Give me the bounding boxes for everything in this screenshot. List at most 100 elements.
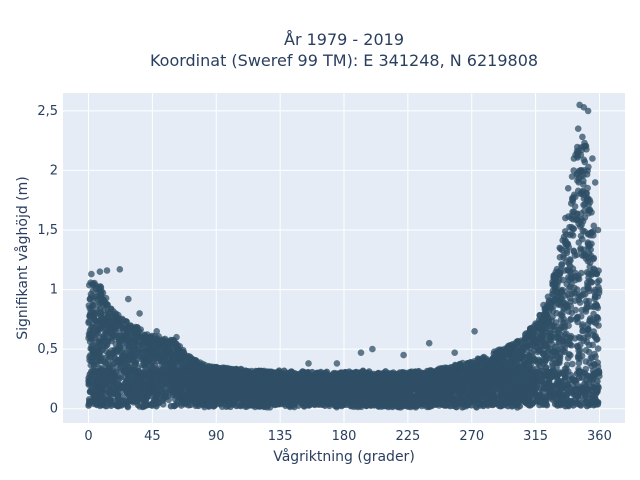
data-point xyxy=(556,359,563,367)
data-point xyxy=(588,270,595,277)
data-point xyxy=(586,259,594,266)
data-point xyxy=(568,173,576,180)
data-point xyxy=(122,318,129,325)
data-point xyxy=(555,294,562,302)
data-point xyxy=(566,231,574,239)
data-point xyxy=(585,348,593,356)
data-point xyxy=(485,364,492,372)
data-points xyxy=(85,101,603,411)
data-point xyxy=(578,188,586,195)
data-point xyxy=(114,356,122,364)
data-point xyxy=(542,304,550,312)
data-point xyxy=(101,342,108,350)
data-point xyxy=(134,324,141,331)
data-point xyxy=(570,247,577,255)
data-point xyxy=(115,336,122,344)
data-point xyxy=(580,201,587,209)
data-point xyxy=(101,327,108,334)
data-point xyxy=(581,207,588,215)
data-point xyxy=(545,337,553,344)
data-point xyxy=(590,310,597,318)
data-point xyxy=(595,277,603,284)
data-point xyxy=(517,337,525,345)
data-point xyxy=(584,325,592,333)
data-point xyxy=(595,322,602,329)
data-point xyxy=(584,231,592,238)
data-point xyxy=(93,358,100,366)
data-point xyxy=(590,222,598,230)
data-point xyxy=(112,318,120,326)
data-point xyxy=(574,315,581,322)
data-point xyxy=(584,239,592,246)
data-point xyxy=(503,349,511,357)
data-point xyxy=(571,335,579,342)
data-point xyxy=(568,275,576,282)
data-point xyxy=(124,356,132,363)
data-point xyxy=(498,355,506,363)
data-point xyxy=(590,360,598,368)
data-point xyxy=(595,286,603,294)
data-point xyxy=(569,208,576,216)
data-point xyxy=(536,346,543,354)
data-point xyxy=(555,329,562,337)
data-point xyxy=(594,345,602,352)
data-point xyxy=(558,261,565,268)
data-point xyxy=(582,142,590,150)
data-point xyxy=(89,330,96,338)
data-point xyxy=(540,350,547,358)
data-point xyxy=(550,356,557,363)
data-point xyxy=(86,312,94,320)
data-point xyxy=(90,297,97,305)
data-point xyxy=(96,350,103,357)
data-point xyxy=(97,289,104,297)
data-point xyxy=(565,308,572,315)
data-point xyxy=(550,347,558,355)
data-point xyxy=(134,349,142,357)
data-point xyxy=(573,342,581,350)
data-point xyxy=(123,327,131,335)
data-point xyxy=(479,358,487,365)
data-point xyxy=(567,315,575,323)
data-point xyxy=(564,354,572,362)
data-point xyxy=(95,283,102,291)
data-point xyxy=(93,306,100,314)
chart-title: År 1979 - 2019 xyxy=(284,30,404,49)
data-point xyxy=(561,292,569,299)
data-point xyxy=(161,335,169,343)
data-point xyxy=(575,359,583,367)
data-point xyxy=(549,322,556,329)
data-point xyxy=(566,335,574,342)
data-point xyxy=(569,360,576,368)
data-point xyxy=(493,354,500,362)
data-point xyxy=(178,359,185,367)
data-point xyxy=(153,349,161,356)
data-point xyxy=(106,334,113,342)
data-point xyxy=(87,279,94,287)
data-point xyxy=(560,347,567,355)
data-point xyxy=(574,170,581,177)
data-point xyxy=(528,349,535,357)
data-point xyxy=(519,343,527,351)
data-point xyxy=(563,247,571,254)
chart-subtitle: Koordinat (Sweref 99 TM): E 341248, N 62… xyxy=(150,51,538,70)
data-point xyxy=(140,353,147,360)
data-point xyxy=(556,253,564,261)
data-point xyxy=(147,354,155,361)
data-point xyxy=(594,293,602,300)
data-point xyxy=(97,295,105,303)
data-point xyxy=(587,278,595,286)
data-point xyxy=(525,333,532,341)
data-point xyxy=(576,299,584,306)
data-point xyxy=(150,336,158,344)
data-point xyxy=(124,361,131,369)
data-point xyxy=(564,267,572,274)
data-point xyxy=(585,163,592,171)
data-point xyxy=(121,349,129,357)
data-point xyxy=(589,341,596,349)
data-point xyxy=(132,357,140,364)
data-point xyxy=(127,347,134,355)
data-point xyxy=(559,237,566,244)
data-point xyxy=(579,218,587,225)
data-point xyxy=(97,313,105,321)
